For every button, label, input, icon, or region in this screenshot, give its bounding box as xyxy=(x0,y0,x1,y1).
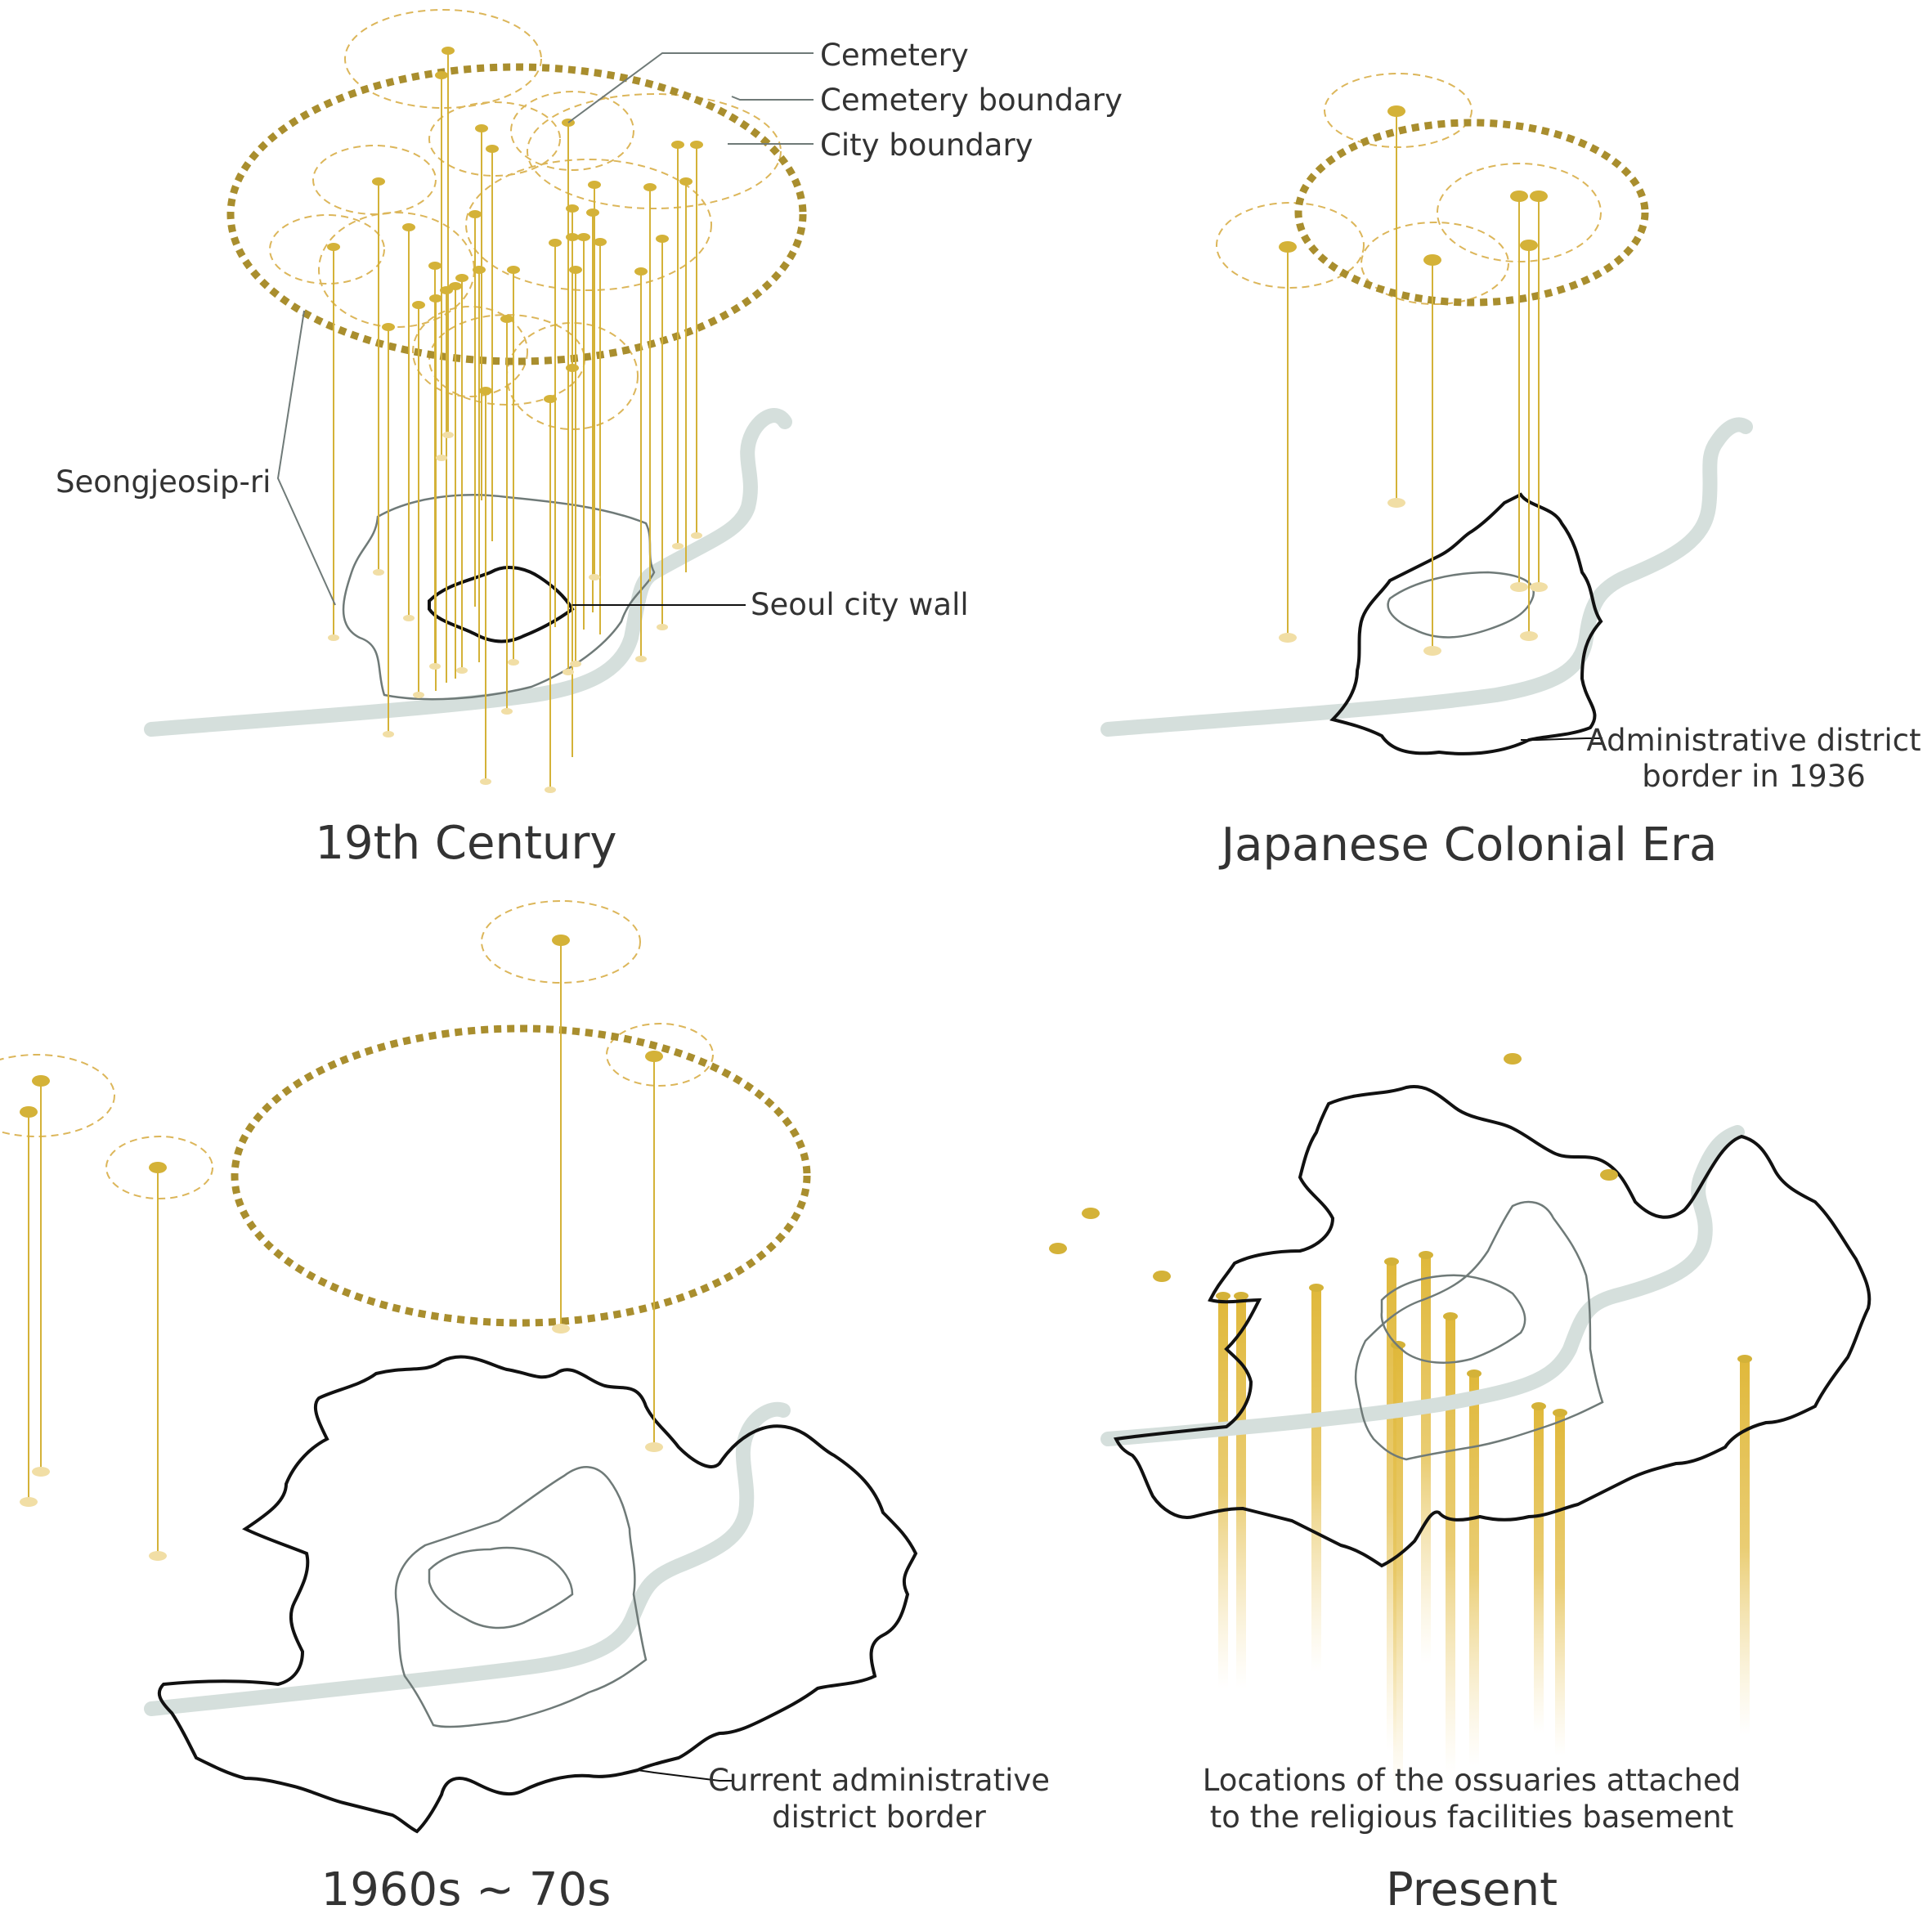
cemetery-boundary-rings xyxy=(269,9,782,430)
seoul-city-wall-shape xyxy=(1380,1274,1526,1364)
cemetery-marker-icons xyxy=(1049,1053,1618,1282)
panel-japanese-colonial-era: Administrative district border in 1936 J… xyxy=(1100,73,1921,872)
river-shape xyxy=(1100,417,1753,737)
cemetery-marker-icon xyxy=(442,47,455,55)
legend-city-boundary: City boundary xyxy=(820,128,1033,163)
city-boundary-ring xyxy=(231,1024,811,1327)
ossuary-column-icon xyxy=(1218,1296,1228,1688)
seongjeosip-boundary xyxy=(1354,1200,1604,1461)
city-boundary-ring xyxy=(1294,119,1649,307)
cemetery-markers xyxy=(28,940,655,1556)
seongjeosip-label: Seongjeosip-ri xyxy=(56,464,271,500)
cemetery-marker-icon xyxy=(1387,105,1405,117)
river-shape xyxy=(144,408,792,737)
seongjeosip-boundary xyxy=(1387,571,1535,639)
marker-ground-points xyxy=(20,1324,663,1561)
district-1936-label-line2: border in 1936 xyxy=(1642,759,1866,794)
city-wall-label: Seoul city wall xyxy=(751,587,969,622)
cemetery-marker-icon xyxy=(552,935,570,946)
city-boundary-ring xyxy=(226,63,807,365)
ossuary-label-line1: Locations of the ossuaries attached xyxy=(1203,1763,1741,1798)
cemetery-markers xyxy=(1287,111,1540,651)
marker-ground-points xyxy=(1279,498,1548,656)
river-shape xyxy=(1100,1125,1745,1446)
panel-title-19th-century: 19th Century xyxy=(315,817,616,870)
seongjeosip-boundary xyxy=(342,494,656,701)
marker-ground-points xyxy=(328,432,702,793)
cemetery-markers xyxy=(333,51,697,790)
cemetery-boundary-rings xyxy=(1216,73,1602,305)
legend-cemetery: Cemetery xyxy=(820,38,969,73)
district-1936-label-line1: Administrative district xyxy=(1587,723,1921,758)
seongjeosip-boundary xyxy=(394,1466,648,1728)
ossuary-label-line2: to the religious facilities basement xyxy=(1210,1800,1733,1835)
cemetery-marker-icons xyxy=(1279,105,1548,266)
panel-present: Locations of the ossuaries attached to t… xyxy=(1049,1053,1871,1916)
leader-line-current xyxy=(637,1769,732,1782)
panel-1960s-70s: Current administrative district border 1… xyxy=(0,900,1050,1916)
panel-title-1960s-70s: 1960s ~ 70s xyxy=(321,1863,612,1916)
river-shape xyxy=(144,1401,791,1716)
panel-title-present: Present xyxy=(1386,1863,1558,1916)
district-border-1936-shape xyxy=(1329,492,1603,755)
ossuary-column-tops xyxy=(1216,1251,1752,1417)
leader-lines-19 xyxy=(276,52,814,606)
cemetery-boundary-rings xyxy=(0,900,714,1199)
current-border-label-line2: district border xyxy=(772,1800,987,1835)
current-border-label-line1: Current administrative xyxy=(708,1763,1050,1798)
current-district-border-shape xyxy=(157,1355,918,1834)
seoul-city-wall-shape xyxy=(428,1546,574,1629)
ossuary-columns xyxy=(1218,1255,1750,1795)
legend-cemetery-boundary: Cemetery boundary xyxy=(820,83,1123,118)
current-district-border-shape xyxy=(1113,1085,1871,1568)
leader-line-1936 xyxy=(1521,737,1603,741)
cemetery-marker-icon xyxy=(1504,1053,1522,1065)
cemetery-marker-icons xyxy=(20,935,663,1173)
panel-19th-century: Cemetery Cemetery boundary City boundary… xyxy=(56,9,1123,870)
panel-title-japanese-colonial-era: Japanese Colonial Era xyxy=(1219,818,1718,872)
